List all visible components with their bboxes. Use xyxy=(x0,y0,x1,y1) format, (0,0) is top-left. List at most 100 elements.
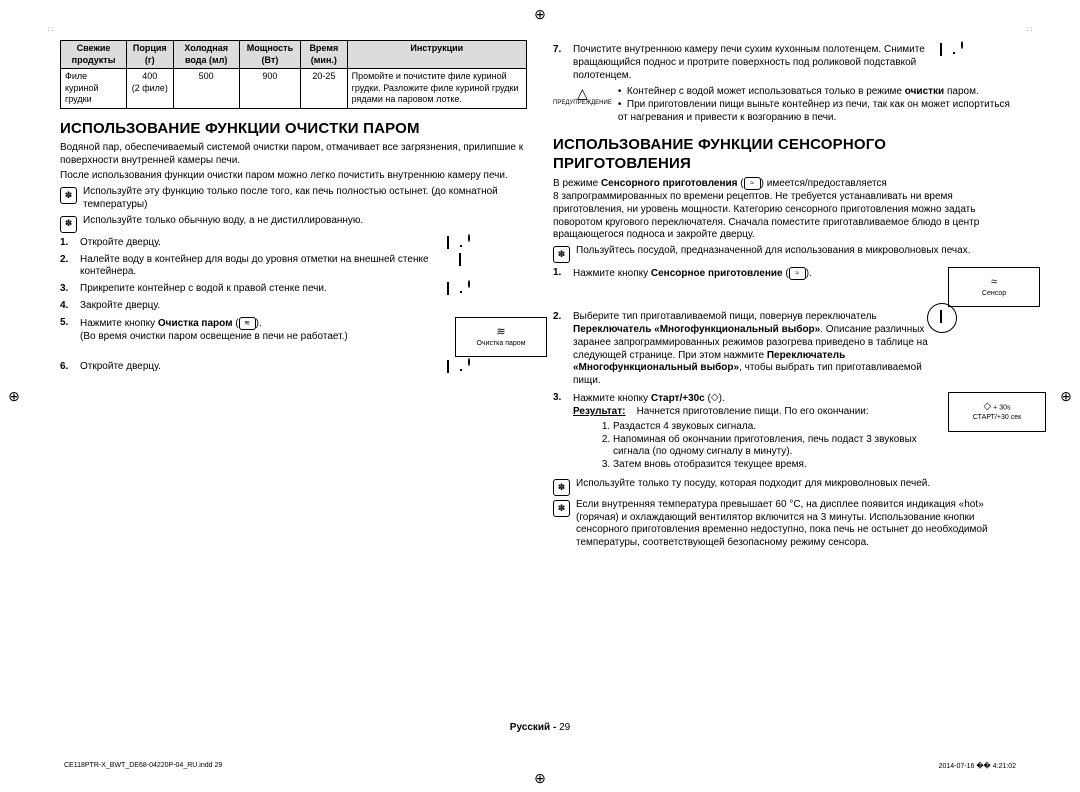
note-cooldown: ✽ Используйте эту функцию только после т… xyxy=(60,186,527,212)
sensor-wave-icon: ≈ xyxy=(991,275,997,289)
td-product: Филе куриной грудки xyxy=(61,69,127,109)
warning-block: △ ПРЕДУПРЕЖДЕНИЕ • Контейнер с водой мож… xyxy=(553,86,1020,124)
step-3-text: Прикрепите контейнер с водой к правой ст… xyxy=(80,283,441,296)
th-water: Холодная вода (мл) xyxy=(173,41,239,69)
cooking-table: Свежие продукты Порция (г) Холодная вода… xyxy=(60,40,527,109)
sensor-icon: ≈ xyxy=(789,267,806,280)
figure-wipe-oven xyxy=(940,43,942,56)
registration-mark-left: ⊕ xyxy=(6,388,22,404)
figure-oven-open xyxy=(447,236,449,249)
sensor-step-1: 1. Нажмите кнопку Сенсорное приготовлени… xyxy=(553,267,1020,307)
step-6-text: Откройте дверцу. xyxy=(80,361,441,374)
step-num: 1. xyxy=(60,237,74,250)
note-cookware-text: Пользуйтесь посудой, предназначенной для… xyxy=(576,245,970,258)
registration-mark-bottom: ⊕ xyxy=(532,770,548,786)
registration-mark-right: ⊕ xyxy=(1058,388,1074,404)
sensor-intro: В режиме Сенсорного приготовления (≈) им… xyxy=(553,177,1020,242)
step-num: 3. xyxy=(553,392,567,405)
step-num: 7. xyxy=(553,44,567,57)
td-instr: Промойте и почистите филе куриной грудки… xyxy=(347,69,526,109)
print-date: 2014-07-16 �� 4:21:02 xyxy=(939,762,1016,770)
figure-start-button: ◇ + 30s СТАРТ/+30 сек xyxy=(948,392,1046,432)
start-diamond-icon: ◇ xyxy=(984,401,992,414)
result-item: Затем вновь отобразится текущее время. xyxy=(613,459,934,472)
step-1: 1. Откройте дверцу. xyxy=(60,237,527,250)
heading-sensor-cook: ИСПОЛЬЗОВАНИЕ ФУНКЦИИ СЕНСОРНОГО ПРИГОТО… xyxy=(553,135,1020,173)
corner-dots-tl: : : xyxy=(48,28,53,32)
step-6: 6. Откройте дверцу. xyxy=(60,361,527,374)
figure-clean-label: Очистка паром xyxy=(476,340,525,349)
steam-clean-icon: ≋ xyxy=(239,317,256,330)
step-num: 1. xyxy=(553,267,567,280)
note-water: ✽ Используйте только обычную воду, а не … xyxy=(60,215,527,233)
sensor-step-2: 2. Выберите тип приготавливаемой пищи, п… xyxy=(553,311,1020,388)
heading-steam-clean: ИСПОЛЬЗОВАНИЕ ФУНКЦИИ ОЧИСТКИ ПАРОМ xyxy=(60,119,527,138)
th-products: Свежие продукты xyxy=(61,41,127,69)
step-num: 4. xyxy=(60,300,74,313)
left-column: Свежие продукты Порция (г) Холодная вода… xyxy=(60,40,527,720)
sensor-step-3-text: Нажмите кнопку Старт/+30с (◇). Результат… xyxy=(573,392,934,474)
figure-attach-container xyxy=(447,282,449,295)
sensor-icon: ≈ xyxy=(744,177,761,190)
step-num: 6. xyxy=(60,361,74,374)
source-file: CE118PTR-X_BWT_DE68-04220P-04_RU.indd 29 xyxy=(64,762,222,770)
step-5-text: Нажмите кнопку Очистка паром (≋). (Во вр… xyxy=(80,317,441,344)
step-1-text: Откройте дверцу. xyxy=(80,237,441,250)
result-label: Результат: xyxy=(573,406,625,417)
th-instr: Инструкции xyxy=(347,41,526,69)
step-7-text: Почистите внутреннюю камеру печи сухим к… xyxy=(573,44,934,82)
note-water-text: Используйте только обычную воду, а не ди… xyxy=(83,215,363,228)
td-portion: 400 (2 филе) xyxy=(127,69,174,109)
note-hot-text: Если внутренняя температура превышает 60… xyxy=(576,499,1020,550)
step-num: 5. xyxy=(60,317,74,330)
note-icon: ✽ xyxy=(553,479,570,496)
steam-icon: ≋ xyxy=(496,325,505,339)
sensor-step-2-text: Выберите тип приготавливаемой пищи, пове… xyxy=(573,311,934,388)
figure-sensor-label: Сенсор xyxy=(982,290,1006,299)
figure-oven-open-2 xyxy=(447,360,449,373)
result-item: Раздастся 4 звуковых сигнала. xyxy=(613,421,934,434)
step-num: 3. xyxy=(60,283,74,296)
step-4-text: Закройте дверцу. xyxy=(80,300,527,313)
note-microwave-safe: ✽ Используйте только ту посуду, которая … xyxy=(553,478,1020,496)
th-power: Мощность (Вт) xyxy=(239,41,300,69)
sensor-step-1-text: Нажмите кнопку Сенсорное приготовление (… xyxy=(573,267,934,281)
content-columns: Свежие продукты Порция (г) Холодная вода… xyxy=(60,40,1020,720)
note-cookware: ✽ Пользуйтесь посудой, предназначенной д… xyxy=(553,245,1020,263)
warning-label: ПРЕДУПРЕЖДЕНИЕ xyxy=(553,100,612,106)
figure-water-container xyxy=(459,253,461,266)
start-diamond-icon: ◇ xyxy=(711,392,719,405)
td-time: 20-25 xyxy=(301,69,348,109)
registration-mark-top: ⊕ xyxy=(532,6,548,22)
figure-sensor-button: ≈ Сенсор xyxy=(948,267,1040,307)
step-3: 3. Прикрепите контейнер с водой к правой… xyxy=(60,283,527,296)
print-meta: CE118PTR-X_BWT_DE68-04220P-04_RU.indd 29… xyxy=(64,762,1016,770)
figure-clean-button: ≋ Очистка паром xyxy=(455,317,547,357)
warning-icon: △ ПРЕДУПРЕЖДЕНИЕ xyxy=(553,86,612,106)
right-column: 7. Почистите внутреннюю камеру печи сухи… xyxy=(553,40,1020,720)
note-hot: ✽ Если внутренняя температура превышает … xyxy=(553,499,1020,550)
td-power: 900 xyxy=(239,69,300,109)
step-5: 5. Нажмите кнопку Очистка паром (≋). (Во… xyxy=(60,317,527,357)
note-icon: ✽ xyxy=(553,246,570,263)
note-icon: ✽ xyxy=(60,216,77,233)
step-7: 7. Почистите внутреннюю камеру печи сухи… xyxy=(553,44,1020,82)
note-icon: ✽ xyxy=(553,500,570,517)
step-2: 2. Налейте воду в контейнер для воды до … xyxy=(60,254,527,280)
step-2-text: Налейте воду в контейнер для воды до уро… xyxy=(80,254,441,280)
result-item: Напоминая об окончании приготовления, пе… xyxy=(613,434,934,460)
note-cooldown-text: Используйте эту функцию только после тог… xyxy=(83,186,527,212)
th-time: Время (мин.) xyxy=(301,41,348,69)
figure-dial xyxy=(940,310,942,323)
step-4: 4. Закройте дверцу. xyxy=(60,300,527,313)
figure-start-label: СТАРТ/+30 сек xyxy=(973,414,1021,423)
td-water: 500 xyxy=(173,69,239,109)
step-num: 2. xyxy=(60,254,74,267)
corner-dots-tr: : : xyxy=(1027,28,1032,32)
note-microwave-safe-text: Используйте только ту посуду, которая по… xyxy=(576,478,930,491)
note-icon: ✽ xyxy=(60,187,77,204)
th-portion: Порция (г) xyxy=(127,41,174,69)
step-num: 2. xyxy=(553,311,567,324)
table-row: Филе куриной грудки 400 (2 филе) 500 900… xyxy=(61,69,527,109)
sensor-step-3: 3. Нажмите кнопку Старт/+30с (◇). Резуль… xyxy=(553,392,1020,474)
